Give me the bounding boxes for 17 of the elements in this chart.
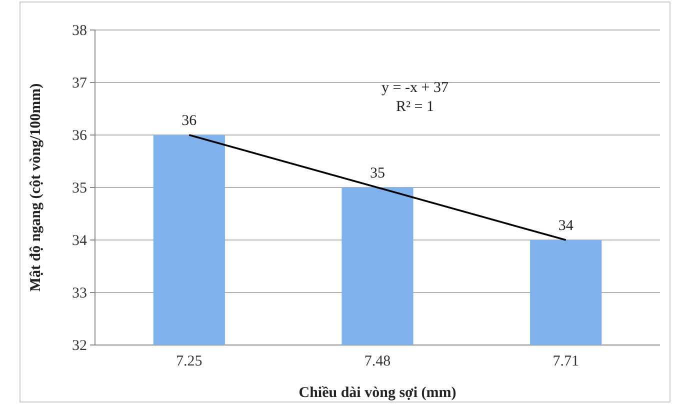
x-tick-label: 7.71 [552,354,579,370]
data-label: 36 [182,113,198,129]
y-tick-label: 37 [72,75,88,92]
y-tick-label: 34 [72,232,88,249]
x-axis-title: Chiều dài vòng sợi (mm) [298,385,456,401]
annotation: R² = 1 [396,99,434,115]
x-tick-label: 7.25 [176,354,202,370]
y-tick-label: 33 [72,285,87,302]
y-axis-title: Mật độ ngang (cột vòng/100mm) [28,83,44,292]
y-tick-label: 38 [72,22,87,39]
x-tick-label: 7.48 [364,354,391,370]
y-tick-label: 36 [72,128,88,144]
y-tick-label: 35 [72,180,87,196]
annotation: y = -x + 37 [382,80,449,96]
y-tick-label: 32 [72,338,87,354]
data-label: 35 [370,166,385,182]
data-label: 34 [558,218,574,234]
